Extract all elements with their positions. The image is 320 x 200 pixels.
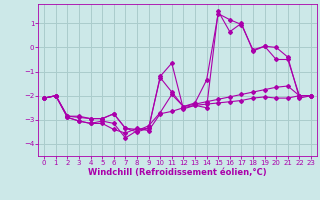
X-axis label: Windchill (Refroidissement éolien,°C): Windchill (Refroidissement éolien,°C) [88,168,267,177]
